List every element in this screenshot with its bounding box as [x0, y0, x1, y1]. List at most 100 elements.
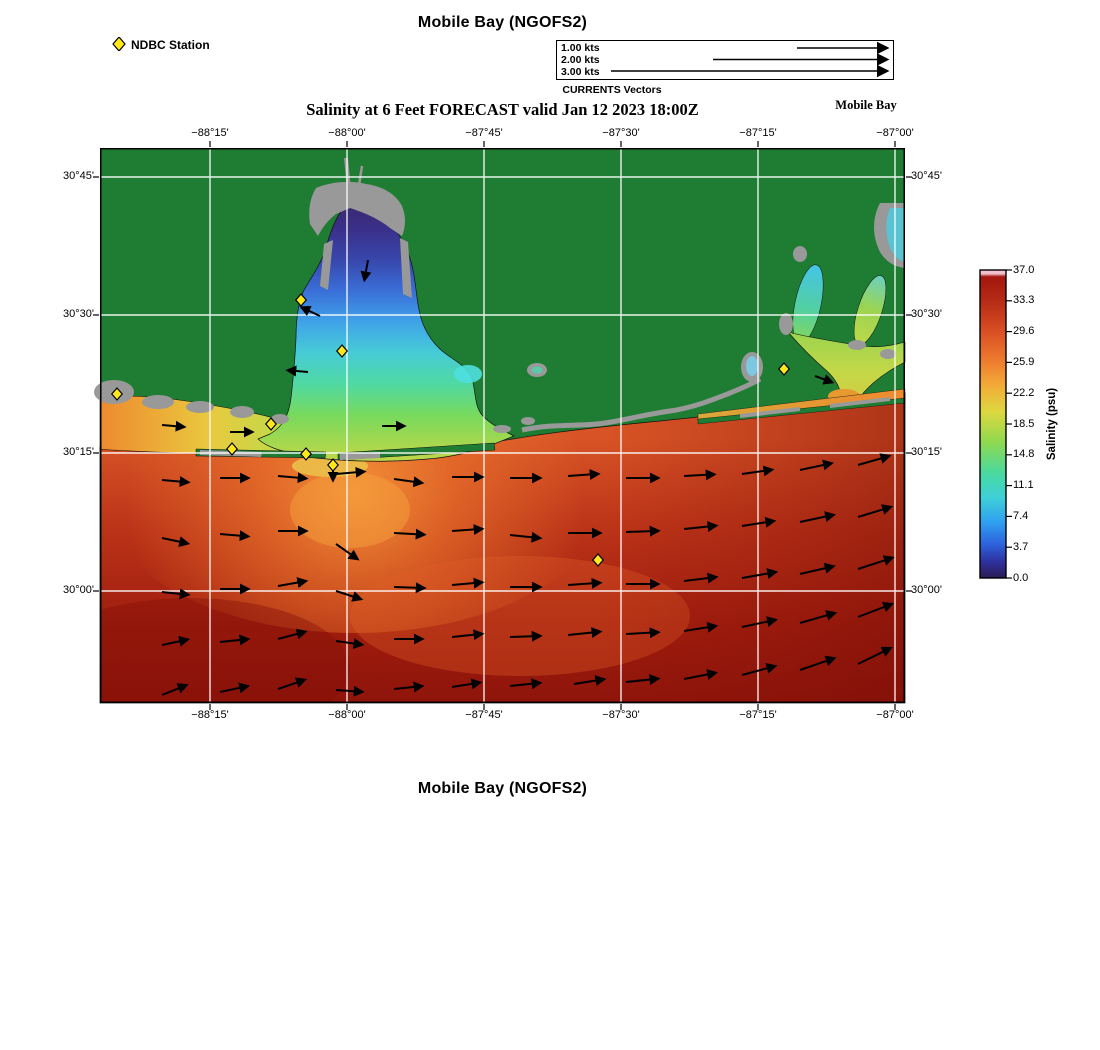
- current-vector: [451, 678, 483, 690]
- current-vector: [741, 568, 779, 579]
- ndbc-station-layer: [111, 293, 790, 567]
- current-vector: [857, 646, 893, 665]
- current-vector: [509, 630, 543, 642]
- perdido-bay-water: [746, 356, 758, 376]
- lon-tick-label-top: −88°15': [191, 127, 229, 139]
- current-vector: [393, 681, 425, 693]
- lon-tick-label-bottom: −87°45': [465, 709, 503, 721]
- current-vector: [741, 663, 778, 676]
- current-vector: [277, 628, 308, 640]
- current-vector: [285, 365, 309, 377]
- bay-cyan-patch: [454, 365, 482, 383]
- current-vector: [509, 531, 543, 543]
- current-vector: [335, 590, 364, 602]
- colorbar-tick-label: 18.5: [1013, 418, 1035, 430]
- lon-tick-label-bottom: −88°15': [191, 709, 229, 721]
- current-vector: [741, 465, 775, 477]
- current-vector: [625, 627, 661, 639]
- lon-tick-label-top: −87°30': [602, 127, 640, 139]
- colorbar-tick-label: 33.3: [1013, 294, 1035, 306]
- ndbc-station-marker: [295, 293, 307, 307]
- lon-tick-label-top: −88°00': [328, 127, 366, 139]
- colorbar-tick-label: 25.9: [1013, 356, 1035, 368]
- lat-tick-label-right: 30°00': [911, 584, 942, 596]
- current-vector: [567, 468, 601, 480]
- ndbc-station-marker: [111, 387, 123, 401]
- lat-tick-label-left: 30°00': [63, 584, 94, 596]
- current-vector: [857, 601, 895, 618]
- lon-tick-label-bottom: −88°00': [328, 709, 366, 721]
- currents-speed-label: 2.00 kts: [561, 54, 600, 66]
- current-vector: [335, 638, 365, 649]
- current-vector: [161, 536, 191, 548]
- current-vector: [741, 516, 777, 528]
- current-vector: [219, 682, 251, 694]
- current-vector: [625, 674, 661, 686]
- lon-tick-label-top: −87°45': [465, 127, 503, 139]
- small-lake: [531, 366, 543, 374]
- current-vector: [161, 588, 191, 600]
- current-vector: [741, 616, 778, 628]
- current-vector: [683, 621, 719, 633]
- current-vector: [857, 453, 892, 466]
- current-vector: [219, 530, 251, 542]
- current-vector-layer: [161, 259, 895, 697]
- currents-legend-caption: CURRENTS Vectors: [562, 84, 662, 96]
- colorbar: [979, 269, 1012, 579]
- current-vector: [625, 525, 661, 537]
- current-vector: [799, 655, 837, 671]
- current-vector: [567, 627, 603, 639]
- colorbar-tick-label: 22.2: [1013, 387, 1035, 399]
- ndbc-station-marker: [778, 362, 790, 376]
- lon-tick-label-bottom: −87°15': [739, 709, 777, 721]
- current-vector: [799, 511, 836, 523]
- colorbar-title: Salinity (psu): [1046, 387, 1058, 461]
- current-vector: [277, 472, 309, 484]
- forecast-subtitle: Salinity at 6 Feet FORECAST valid Jan 12…: [306, 100, 699, 119]
- current-vector: [799, 562, 836, 575]
- current-vector: [683, 572, 719, 584]
- colorbar-tick-label: 37.0: [1013, 264, 1035, 276]
- current-vector: [683, 669, 719, 680]
- pensacola-bay-water: [787, 264, 906, 403]
- ndbc-station-marker: [265, 417, 277, 431]
- lon-tick-label-bottom: −87°00': [876, 709, 914, 721]
- current-vector: [857, 504, 894, 518]
- bottom-title: Mobile Bay (NGOFS2): [417, 780, 588, 797]
- current-vector: [161, 683, 189, 696]
- ndbc-station-marker: [226, 442, 238, 456]
- currents-legend-arrows: [611, 41, 890, 78]
- current-vector: [683, 521, 719, 533]
- ndbc-station-icon: [112, 37, 126, 51]
- lon-tick-label-top: −87°00': [876, 127, 914, 139]
- colorbar-tick-label: 11.1: [1013, 479, 1034, 491]
- lat-tick-label-left: 30°15': [63, 446, 94, 458]
- map-frame: [100, 148, 905, 703]
- intracoastal-waterway: [521, 376, 762, 433]
- ndbc-station-marker: [300, 447, 312, 461]
- ndbc-legend-label: NDBC Station: [131, 38, 210, 52]
- current-vector: [857, 555, 895, 570]
- current-vector: [573, 675, 607, 687]
- current-vector: [799, 459, 834, 471]
- colorbar-tick-label: 14.8: [1013, 448, 1035, 460]
- colorbar-tick-label: 7.4: [1013, 510, 1029, 522]
- main-title: Mobile Bay (NGOFS2): [417, 14, 588, 31]
- region-label: Mobile Bay: [835, 98, 897, 112]
- current-vector: [683, 469, 717, 481]
- current-vector: [161, 476, 191, 488]
- frame-ticks: [93, 141, 912, 710]
- ndbc-legend: [112, 37, 126, 51]
- lat-tick-label-right: 30°45': [911, 170, 942, 182]
- salinity-map: [93, 141, 912, 710]
- current-vector: [161, 420, 187, 432]
- colorbar-tick-label: 0.0: [1013, 572, 1029, 584]
- graticule: [100, 148, 905, 703]
- current-vector: [360, 259, 372, 283]
- colorbar-gradient: [979, 269, 1007, 579]
- colorbar-tick-label: 3.7: [1013, 541, 1029, 553]
- current-vector: [567, 577, 603, 589]
- ndbc-station-marker: [336, 344, 348, 358]
- lat-tick-label-left: 30°30': [63, 308, 94, 320]
